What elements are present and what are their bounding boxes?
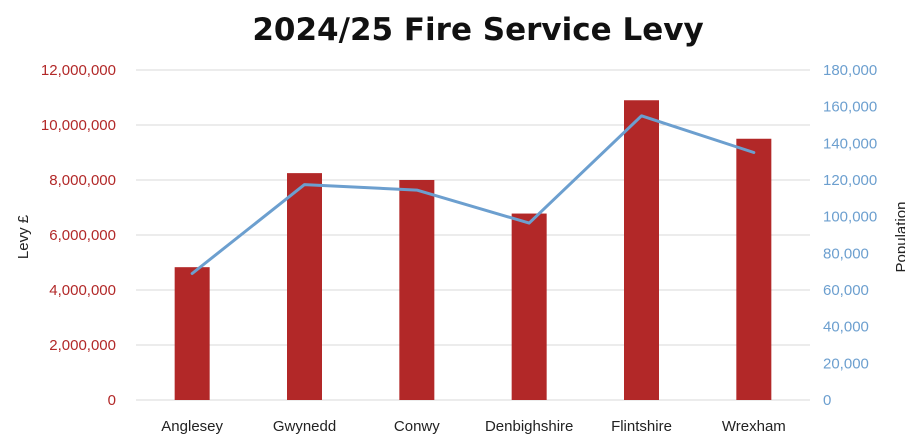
left-axis-ticks: 0 2,000,000 4,000,000 6,000,000 8,000,000 10,… bbox=[41, 62, 116, 409]
y-tick-label: 4,000,000 bbox=[49, 282, 116, 299]
y-tick-label: 0 bbox=[108, 392, 116, 409]
bar bbox=[624, 100, 659, 400]
y-tick-label: 10,000,000 bbox=[41, 117, 116, 134]
y2-tick-label: 60,000 bbox=[823, 282, 869, 299]
y2-tick-label: 20,000 bbox=[823, 355, 869, 372]
gridlines bbox=[136, 69, 810, 401]
y2-tick-label: 100,000 bbox=[823, 209, 877, 226]
y2-tick-label: 180,000 bbox=[823, 62, 877, 79]
chart-title: 2024/25 Fire Service Levy bbox=[252, 12, 703, 48]
y2-tick-label: 160,000 bbox=[823, 99, 877, 116]
bar bbox=[736, 138, 772, 400]
x-tick-label: Wrexham bbox=[722, 418, 786, 435]
x-tick-label: Gwynedd bbox=[273, 418, 336, 435]
y2-tick-label: 40,000 bbox=[823, 319, 869, 336]
y-tick-label: 8,000,000 bbox=[49, 172, 116, 189]
bar bbox=[174, 267, 210, 400]
x-tick-label: Flintshire bbox=[611, 418, 672, 435]
y2-axis-label: Population bbox=[893, 202, 905, 273]
y2-tick-label: 80,000 bbox=[823, 245, 869, 262]
y-axis-label: Levy £ bbox=[15, 214, 32, 259]
y-tick-label: 12,000,000 bbox=[41, 62, 116, 79]
y2-tick-label: 0 bbox=[823, 392, 831, 409]
y2-tick-label: 140,000 bbox=[823, 135, 877, 152]
right-axis-ticks: 0 20,000 40,000 60,000 80,000 100,000 120,000 1… bbox=[823, 62, 877, 409]
x-axis-ticks: Anglesey Gwynedd Conwy Denbighshire Flintshi… bbox=[161, 418, 785, 435]
bar bbox=[399, 180, 435, 400]
y-tick-label: 6,000,000 bbox=[49, 227, 116, 244]
bar bbox=[287, 173, 322, 400]
x-tick-label: Anglesey bbox=[161, 418, 223, 435]
x-tick-label: Conwy bbox=[394, 418, 440, 435]
bar-series bbox=[174, 100, 772, 400]
line-series bbox=[190, 114, 756, 275]
x-tick-label: Denbighshire bbox=[485, 418, 573, 435]
bar bbox=[511, 213, 547, 400]
population-line bbox=[190, 114, 756, 275]
y2-tick-label: 120,000 bbox=[823, 172, 877, 189]
y-tick-label: 2,000,000 bbox=[49, 337, 116, 354]
